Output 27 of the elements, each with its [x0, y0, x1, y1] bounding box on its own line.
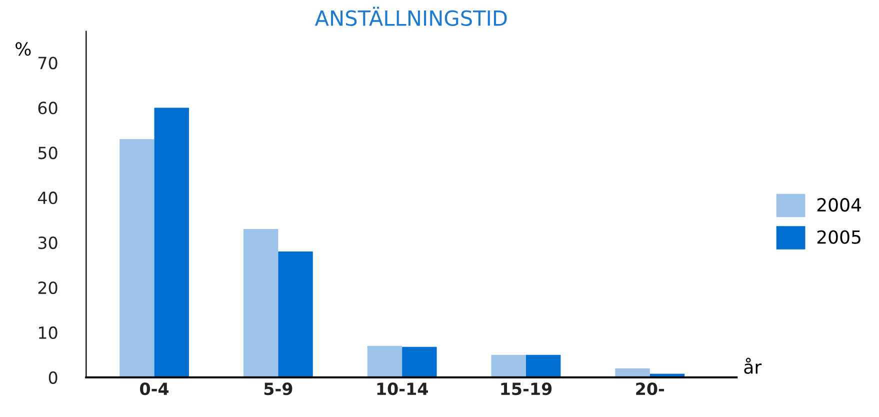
x-tick-label: 20- — [636, 382, 664, 396]
bar — [367, 346, 402, 378]
legend-label: 2005 — [817, 230, 860, 244]
bar — [243, 229, 278, 378]
y-tick-label: 10 — [38, 326, 58, 340]
y-tick-label: 0 — [48, 371, 58, 384]
y-tick-label: 20 — [38, 281, 58, 294]
y-tick-label: 50 — [38, 146, 58, 160]
x-tick-label: 10-14 — [377, 382, 428, 396]
chart-title: ANSTÄLLNINGSTID — [314, 6, 507, 26]
bar — [615, 368, 650, 378]
y-axis-title: % — [16, 42, 31, 56]
x-tick-label: 15-19 — [501, 382, 552, 396]
y-tick-label: 60 — [38, 102, 58, 114]
y-tick-label: 30 — [38, 236, 58, 250]
x-axis-title: år — [744, 358, 762, 374]
x-tick-label: 5-9 — [264, 382, 292, 396]
y-tick-label: 70 — [38, 56, 58, 70]
bar — [278, 252, 313, 378]
bar — [154, 108, 189, 378]
bar — [120, 139, 154, 378]
bar — [402, 346, 437, 378]
bar — [526, 354, 561, 378]
legend-label: 2004 — [817, 198, 862, 212]
y-tick-label: 40 — [38, 192, 58, 204]
bar — [491, 354, 526, 378]
x-tick-label: 0-4 — [140, 382, 169, 396]
